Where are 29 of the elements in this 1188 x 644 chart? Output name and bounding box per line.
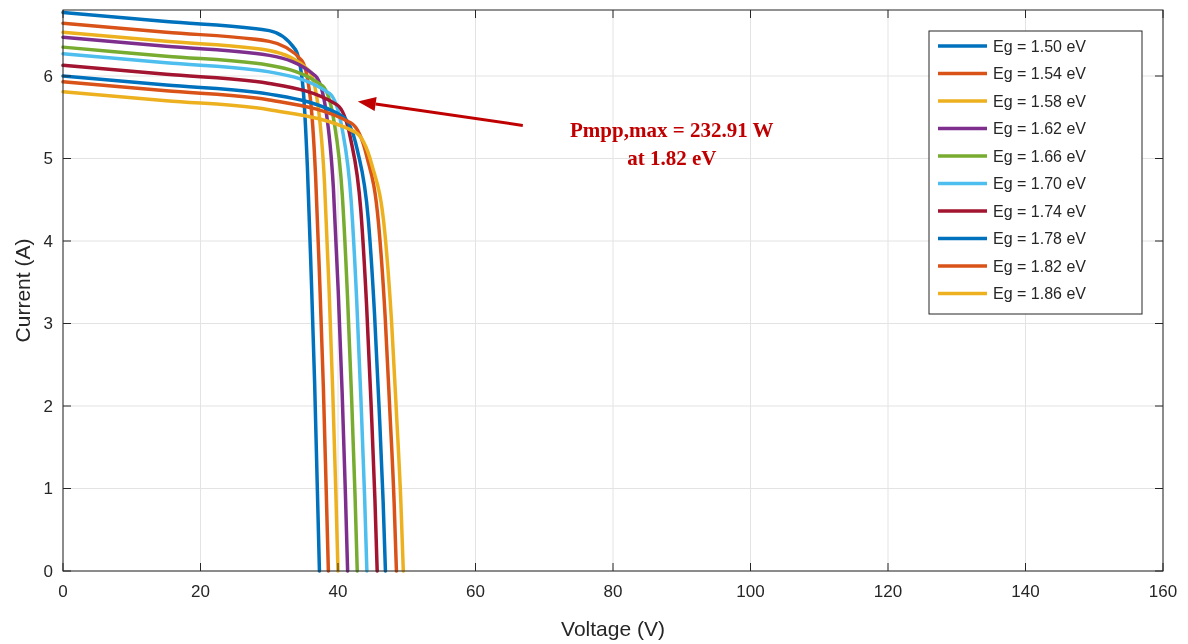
x-tick-label: 80 (603, 582, 623, 601)
legend-label: Eg = 1.58 eV (993, 92, 1087, 110)
legend-label: Eg = 1.78 eV (993, 230, 1087, 248)
legend-label: Eg = 1.50 eV (993, 37, 1087, 55)
y-tick-label: 1 (43, 479, 53, 499)
legend-label: Eg = 1.70 eV (993, 175, 1087, 193)
legend-label: Eg = 1.86 eV (993, 285, 1087, 303)
y-tick-label: 6 (43, 66, 53, 86)
x-tick-label: 100 (736, 582, 765, 601)
y-axis-title: Current (A) (11, 238, 34, 343)
legend-label: Eg = 1.62 eV (993, 120, 1087, 138)
y-tick-label: 2 (43, 396, 53, 416)
y-tick-label: 3 (43, 314, 53, 334)
x-tick-label: 40 (328, 582, 348, 601)
legend-label: Eg = 1.74 eV (993, 202, 1087, 220)
x-tick-label: 20 (191, 582, 210, 601)
legend-label: Eg = 1.82 eV (993, 257, 1087, 275)
x-tick-label: 60 (466, 582, 485, 601)
y-tick-label: 0 (43, 561, 53, 581)
x-tick-label: 160 (1148, 582, 1178, 601)
y-tick-label: 4 (43, 231, 53, 251)
legend-label: Eg = 1.66 eV (993, 147, 1087, 165)
x-tick-label: 140 (1011, 582, 1040, 601)
annotation: Pmpp,max = 232.91 W at 1.82 eV (570, 118, 774, 171)
x-tick-label: 120 (873, 582, 903, 601)
legend-label: Eg = 1.54 eV (993, 65, 1087, 83)
y-tick-label: 5 (43, 149, 53, 169)
x-axis-title: Voltage (V) (561, 617, 665, 640)
x-tick-label: 0 (58, 582, 68, 601)
